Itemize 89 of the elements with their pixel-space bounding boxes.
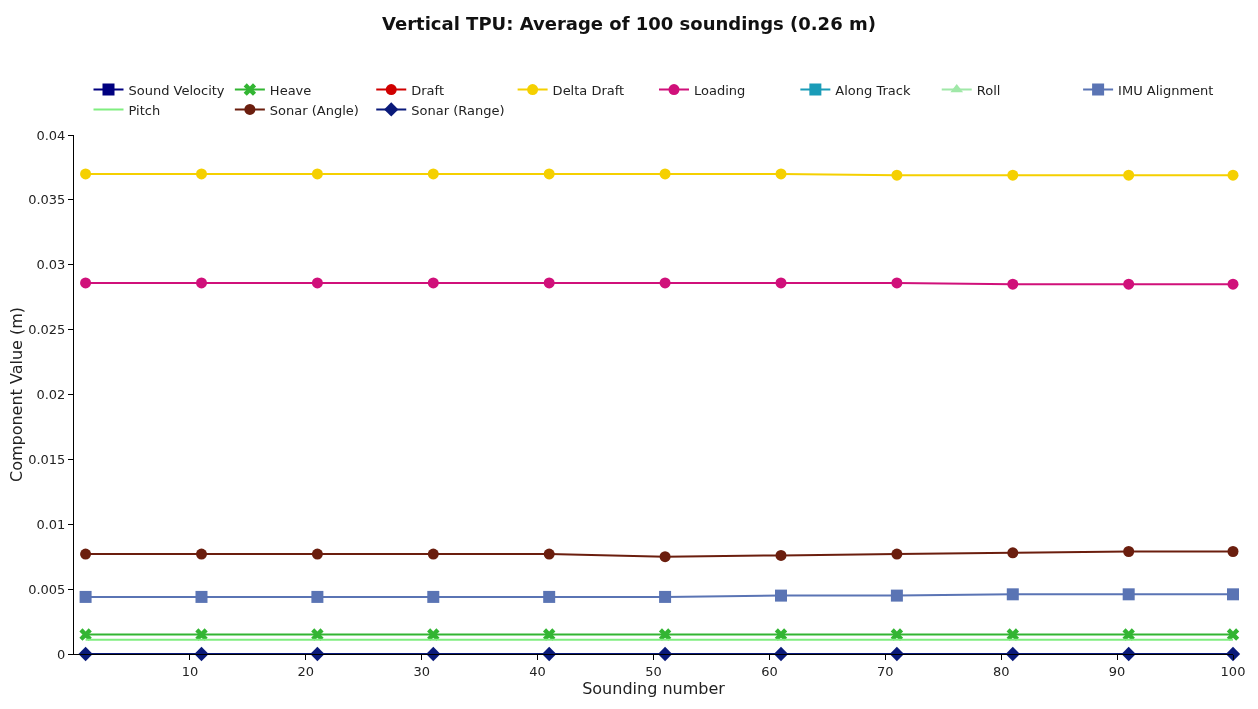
- point: [891, 548, 903, 560]
- y-tick-label: 0.015: [28, 451, 66, 467]
- y-tick-label: 0.02: [36, 387, 66, 403]
- point: [659, 590, 672, 603]
- legend-label: Heave: [269, 82, 312, 98]
- point: [1006, 588, 1019, 601]
- point: [657, 646, 673, 662]
- point: [1122, 588, 1135, 601]
- point: [659, 551, 671, 563]
- point: [427, 548, 439, 560]
- point: [195, 277, 207, 289]
- point: [543, 168, 555, 180]
- point: [1227, 278, 1239, 290]
- point: [80, 168, 92, 180]
- point: [889, 646, 905, 662]
- point: [1226, 628, 1240, 641]
- point: [775, 549, 787, 561]
- point: [1227, 169, 1239, 181]
- point: [543, 277, 555, 289]
- point: [1007, 278, 1019, 290]
- point: [1123, 278, 1135, 290]
- legend-label: Roll: [976, 82, 1001, 98]
- x-tick-label: 80: [992, 663, 1010, 679]
- point: [195, 548, 207, 560]
- legend-label: Pitch: [128, 102, 161, 118]
- point: [543, 590, 556, 603]
- point: [427, 590, 440, 603]
- point: [775, 277, 787, 289]
- legend-label: IMU Alignment: [1118, 82, 1214, 98]
- point: [1123, 169, 1135, 181]
- point: [1227, 546, 1239, 557]
- point: [427, 628, 440, 641]
- y-tick-label: 0.005: [28, 581, 66, 597]
- y-tick-label: 0.04: [36, 127, 66, 143]
- x-tick-label: 50: [645, 663, 662, 679]
- point: [774, 589, 787, 602]
- point: [311, 628, 324, 641]
- y-tick-label: 0.035: [28, 192, 66, 208]
- legend-label: Loading: [693, 82, 746, 98]
- point: [195, 168, 207, 180]
- point: [1007, 169, 1019, 181]
- legend-label: Along Track: [835, 82, 911, 98]
- point: [1006, 628, 1020, 641]
- chart-title: Vertical TPU: Average of 100 soundings (0.26 m): [382, 13, 876, 35]
- legend-label: Sound Velocity: [128, 82, 225, 98]
- point: [1007, 547, 1019, 559]
- legend-label: Sonar (Angle): [269, 102, 359, 118]
- point: [659, 277, 671, 289]
- point: [543, 548, 555, 560]
- point: [1122, 628, 1135, 641]
- y-tick-label: 0.03: [36, 257, 66, 273]
- y-tick-label: 0.025: [28, 322, 66, 338]
- legend-label: Draft: [411, 82, 445, 98]
- point: [195, 628, 208, 641]
- x-tick-label: 40: [529, 663, 546, 679]
- point: [659, 168, 671, 180]
- point: [79, 590, 92, 603]
- x-tick-label: 30: [413, 663, 430, 679]
- y-axis-title: Component Value (m): [7, 306, 27, 483]
- point: [79, 628, 92, 641]
- point: [1225, 646, 1241, 662]
- point: [542, 628, 556, 641]
- point: [311, 590, 324, 603]
- legend-label: Sonar (Range): [411, 102, 505, 118]
- x-tick-label: 70: [877, 663, 894, 679]
- point: [427, 168, 439, 180]
- x-tick-label: 60: [761, 663, 778, 679]
- point: [311, 548, 323, 560]
- point: [891, 169, 903, 181]
- x-tick-label: 20: [297, 663, 315, 679]
- point: [891, 277, 903, 289]
- point: [1227, 588, 1239, 601]
- point: [80, 277, 92, 289]
- x-axis-title: Sounding number: [582, 678, 726, 698]
- x-tick-label: 10: [181, 663, 199, 679]
- point: [773, 646, 789, 662]
- point: [427, 277, 439, 289]
- point: [1123, 546, 1135, 557]
- x-tick-label: 100: [1220, 663, 1246, 679]
- point: [775, 168, 787, 180]
- point: [311, 277, 323, 289]
- point: [80, 548, 92, 560]
- point: [311, 168, 323, 180]
- x-tick-label: 90: [1108, 663, 1126, 679]
- point: [195, 590, 208, 603]
- legend-label: Delta Draft: [552, 82, 625, 98]
- y-tick-label: 0.01: [36, 516, 66, 532]
- y-tick-label: 0: [57, 646, 66, 662]
- point: [890, 589, 903, 602]
